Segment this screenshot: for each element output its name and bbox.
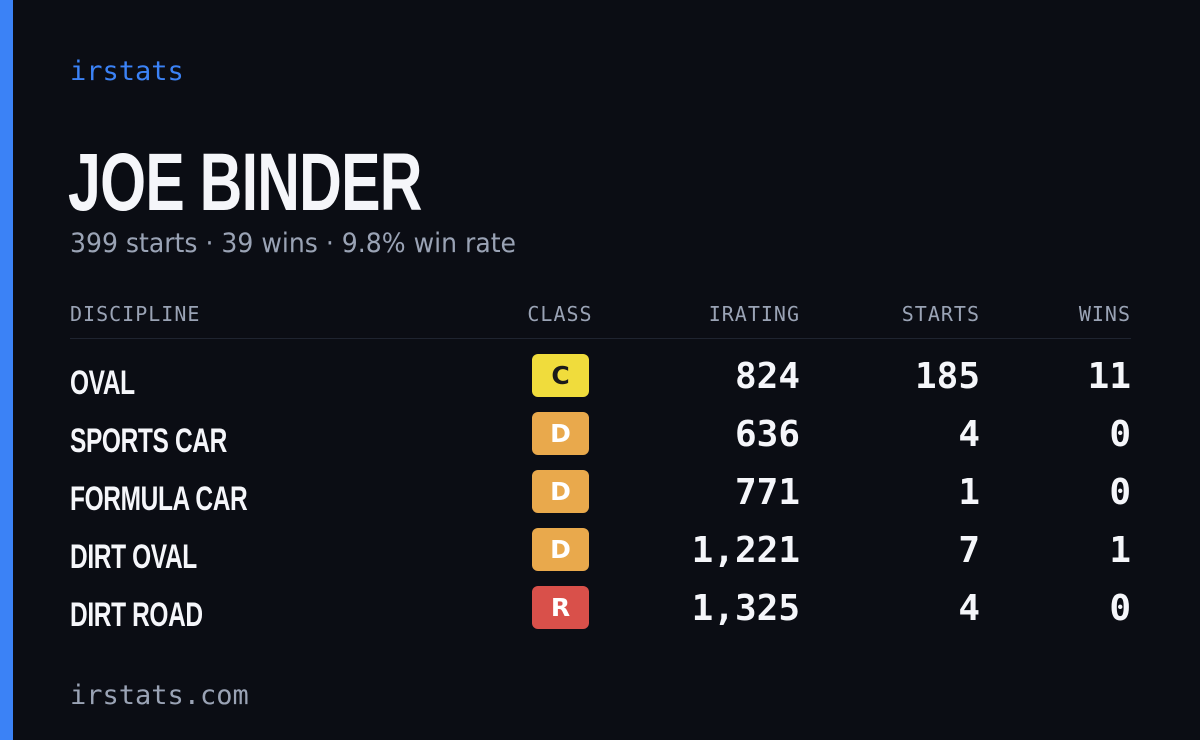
class-badge: D: [532, 412, 589, 455]
wins-value: 1: [1109, 530, 1131, 571]
wins-value: 0: [1109, 472, 1131, 513]
class-badge: D: [532, 528, 589, 571]
wins-value: 11: [1087, 356, 1131, 397]
irating-value: 824: [734, 356, 800, 397]
wins-value: 0: [1109, 588, 1131, 629]
discipline-name: DIRT ROAD: [70, 596, 203, 634]
header-discipline: DISCIPLINE: [70, 302, 201, 326]
brand-logo-text[interactable]: irstats: [70, 56, 184, 87]
starts-value: 1: [958, 472, 980, 513]
table-row: DIRT ROAD R 1,325 4 0: [70, 586, 1131, 644]
driver-summary: 399 starts · 39 wins · 9.8% win rate: [70, 228, 517, 259]
class-badge: D: [532, 470, 589, 513]
discipline-name: OVAL: [70, 364, 135, 402]
starts-value: 4: [958, 588, 980, 629]
starts-value: 185: [914, 356, 980, 397]
starts-value: 7: [958, 530, 980, 571]
table-row: FORMULA CAR D 771 1 0: [70, 470, 1131, 528]
class-badge: R: [532, 586, 589, 629]
table-row: OVAL C 824 185 11: [70, 354, 1131, 412]
irating-value: 636: [734, 414, 800, 455]
irating-value: 1,221: [691, 530, 800, 571]
discipline-name: DIRT OVAL: [70, 538, 197, 576]
stats-table: DISCIPLINE CLASS IRATING STARTS WINS OVA…: [70, 298, 1131, 634]
driver-name: JOE BINDER: [68, 137, 422, 228]
discipline-name: SPORTS CAR: [70, 422, 227, 460]
starts-value: 4: [958, 414, 980, 455]
table-header: DISCIPLINE CLASS IRATING STARTS WINS: [70, 298, 1131, 339]
irating-value: 771: [734, 472, 800, 513]
discipline-name: FORMULA CAR: [70, 480, 248, 518]
header-wins: WINS: [1078, 302, 1131, 326]
irating-value: 1,325: [691, 588, 800, 629]
footer-url[interactable]: irstats.com: [70, 680, 249, 711]
wins-value: 0: [1109, 414, 1131, 455]
class-badge: C: [532, 354, 589, 397]
accent-bar: [0, 0, 13, 740]
header-starts: STARTS: [901, 302, 980, 326]
header-irating: IRATING: [708, 302, 800, 326]
table-row: DIRT OVAL D 1,221 7 1: [70, 528, 1131, 586]
table-row: SPORTS CAR D 636 4 0: [70, 412, 1131, 470]
header-class-label: CLASS: [527, 302, 593, 326]
